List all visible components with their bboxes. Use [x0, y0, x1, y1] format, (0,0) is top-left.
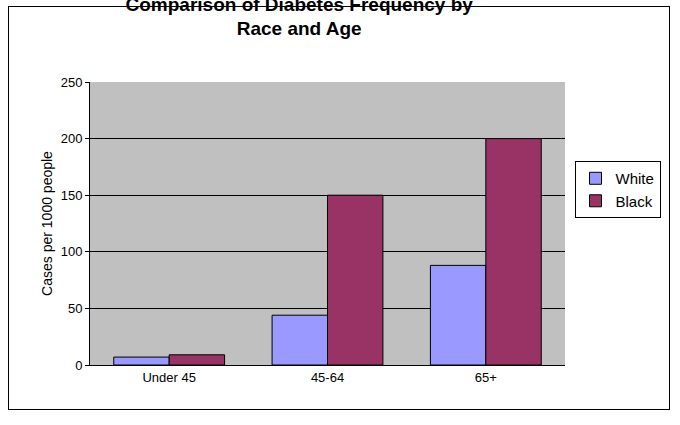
- svg-text:45-64: 45-64: [311, 370, 344, 385]
- svg-text:Black: Black: [616, 193, 653, 210]
- svg-text:100: 100: [61, 244, 83, 259]
- svg-text:65+: 65+: [475, 370, 497, 385]
- svg-text:50: 50: [68, 301, 82, 316]
- svg-text:Cases per 1000 people: Cases per 1000 people: [39, 151, 55, 296]
- svg-text:Comparison of Diabetes Frequen: Comparison of Diabetes Frequency byRace …: [126, 0, 474, 39]
- svg-text:White: White: [616, 170, 654, 187]
- svg-text:200: 200: [61, 131, 83, 146]
- svg-text:250: 250: [61, 75, 83, 90]
- svg-text:0: 0: [75, 358, 82, 373]
- svg-text:Under 45: Under 45: [142, 370, 195, 385]
- svg-text:150: 150: [61, 188, 83, 203]
